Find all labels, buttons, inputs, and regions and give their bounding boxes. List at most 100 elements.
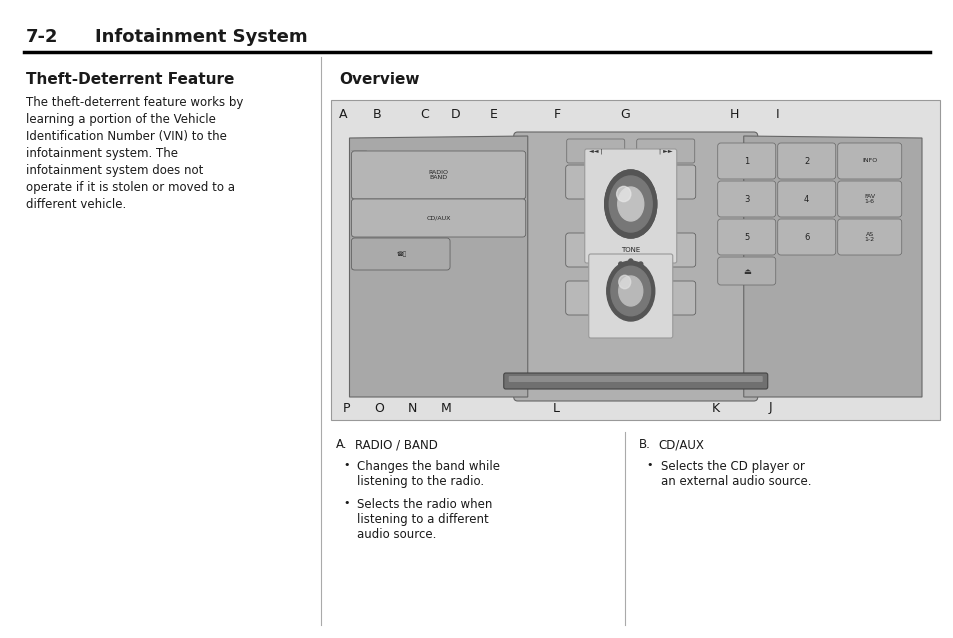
Text: RADIO / BAND: RADIO / BAND: [355, 438, 438, 451]
Text: G: G: [619, 108, 629, 121]
Text: CD/AUX: CD/AUX: [659, 438, 704, 451]
Text: ⏏: ⏏: [742, 267, 750, 276]
Text: listening to the radio.: listening to the radio.: [357, 475, 484, 488]
Text: B.: B.: [639, 438, 650, 451]
Text: N: N: [407, 401, 416, 415]
FancyBboxPatch shape: [584, 149, 676, 263]
FancyBboxPatch shape: [514, 132, 757, 401]
Text: 4: 4: [803, 195, 808, 204]
Text: FAV
1-6: FAV 1-6: [863, 193, 875, 204]
Text: 2: 2: [803, 156, 808, 165]
FancyBboxPatch shape: [837, 219, 901, 255]
FancyBboxPatch shape: [351, 238, 450, 270]
Text: K: K: [711, 401, 719, 415]
FancyBboxPatch shape: [777, 181, 835, 217]
Text: Theft-Deterrent Feature: Theft-Deterrent Feature: [26, 72, 234, 87]
Text: The theft-deterrent feature works by: The theft-deterrent feature works by: [26, 96, 243, 109]
Ellipse shape: [618, 275, 630, 289]
Ellipse shape: [604, 170, 656, 238]
Text: P: P: [342, 401, 350, 415]
Text: Selects the CD player or: Selects the CD player or: [660, 460, 804, 473]
Text: C: C: [419, 108, 429, 121]
Circle shape: [618, 262, 622, 266]
Text: D: D: [451, 108, 460, 121]
Ellipse shape: [618, 276, 642, 306]
Text: listening to a different: listening to a different: [357, 513, 489, 526]
Text: •: •: [646, 460, 653, 470]
Ellipse shape: [616, 186, 630, 202]
FancyBboxPatch shape: [565, 233, 695, 267]
Text: RADIO
BAND: RADIO BAND: [428, 170, 448, 181]
FancyBboxPatch shape: [717, 143, 775, 179]
Ellipse shape: [606, 261, 654, 321]
Text: 7-2: 7-2: [26, 28, 58, 46]
Circle shape: [639, 262, 642, 266]
Text: TONE: TONE: [620, 247, 639, 253]
Text: O: O: [374, 401, 383, 415]
Text: an external audio source.: an external audio source.: [660, 475, 810, 488]
FancyBboxPatch shape: [717, 181, 775, 217]
Bar: [331, 100, 939, 420]
Ellipse shape: [616, 185, 644, 223]
Text: CONFIG: CONFIG: [617, 179, 643, 185]
FancyBboxPatch shape: [566, 139, 624, 163]
Circle shape: [628, 259, 632, 263]
Text: A.: A.: [335, 438, 347, 451]
Ellipse shape: [610, 266, 650, 316]
Text: ◄◄ |: ◄◄ |: [588, 148, 602, 154]
FancyBboxPatch shape: [717, 219, 775, 255]
Text: •: •: [343, 460, 350, 470]
Text: 3: 3: [743, 195, 749, 204]
FancyBboxPatch shape: [837, 143, 901, 179]
Text: 6: 6: [803, 232, 808, 242]
FancyBboxPatch shape: [777, 143, 835, 179]
FancyBboxPatch shape: [565, 165, 695, 199]
Text: J: J: [768, 401, 772, 415]
Text: learning a portion of the Vehicle: learning a portion of the Vehicle: [26, 113, 215, 126]
FancyBboxPatch shape: [636, 139, 694, 163]
Text: E: E: [489, 108, 497, 121]
Text: INFO: INFO: [862, 158, 877, 163]
Ellipse shape: [604, 170, 656, 238]
Text: 5: 5: [743, 232, 749, 242]
Ellipse shape: [608, 175, 652, 233]
Text: H: H: [729, 108, 739, 121]
Text: infotainment system. The: infotainment system. The: [26, 147, 178, 160]
FancyBboxPatch shape: [777, 219, 835, 255]
Text: Changes the band while: Changes the band while: [357, 460, 500, 473]
Text: ☎⌚: ☎⌚: [396, 251, 406, 257]
FancyBboxPatch shape: [565, 281, 695, 315]
Ellipse shape: [615, 186, 630, 202]
FancyBboxPatch shape: [717, 257, 775, 285]
Text: audio source.: audio source.: [357, 528, 436, 541]
FancyBboxPatch shape: [508, 376, 762, 382]
Text: Overview: Overview: [339, 72, 419, 87]
Text: different vehicle.: different vehicle.: [26, 198, 126, 211]
Text: M: M: [440, 401, 452, 415]
Text: B: B: [372, 108, 381, 121]
Text: 1: 1: [743, 156, 749, 165]
Text: | ►►: | ►►: [659, 148, 672, 154]
Ellipse shape: [618, 187, 643, 221]
Text: •: •: [343, 498, 350, 508]
Text: AS
1-2: AS 1-2: [863, 232, 874, 242]
Text: CD/AUX: CD/AUX: [426, 216, 451, 221]
Text: infotainment system does not: infotainment system does not: [26, 164, 203, 177]
Text: A: A: [339, 108, 347, 121]
Polygon shape: [743, 136, 921, 397]
Text: Infotainment System: Infotainment System: [95, 28, 307, 46]
Text: Selects the radio when: Selects the radio when: [357, 498, 493, 511]
FancyBboxPatch shape: [503, 373, 767, 389]
FancyBboxPatch shape: [351, 199, 525, 237]
Text: operate if it is stolen or moved to a: operate if it is stolen or moved to a: [26, 181, 234, 194]
FancyBboxPatch shape: [351, 151, 525, 199]
Text: F: F: [553, 108, 560, 121]
FancyBboxPatch shape: [837, 181, 901, 217]
Ellipse shape: [609, 176, 652, 232]
FancyBboxPatch shape: [588, 254, 672, 338]
Text: Identification Number (VIN) to the: Identification Number (VIN) to the: [26, 130, 227, 143]
Text: I: I: [775, 108, 779, 121]
Text: L: L: [552, 401, 559, 415]
Text: BACK: BACK: [620, 295, 639, 301]
Polygon shape: [349, 136, 527, 397]
